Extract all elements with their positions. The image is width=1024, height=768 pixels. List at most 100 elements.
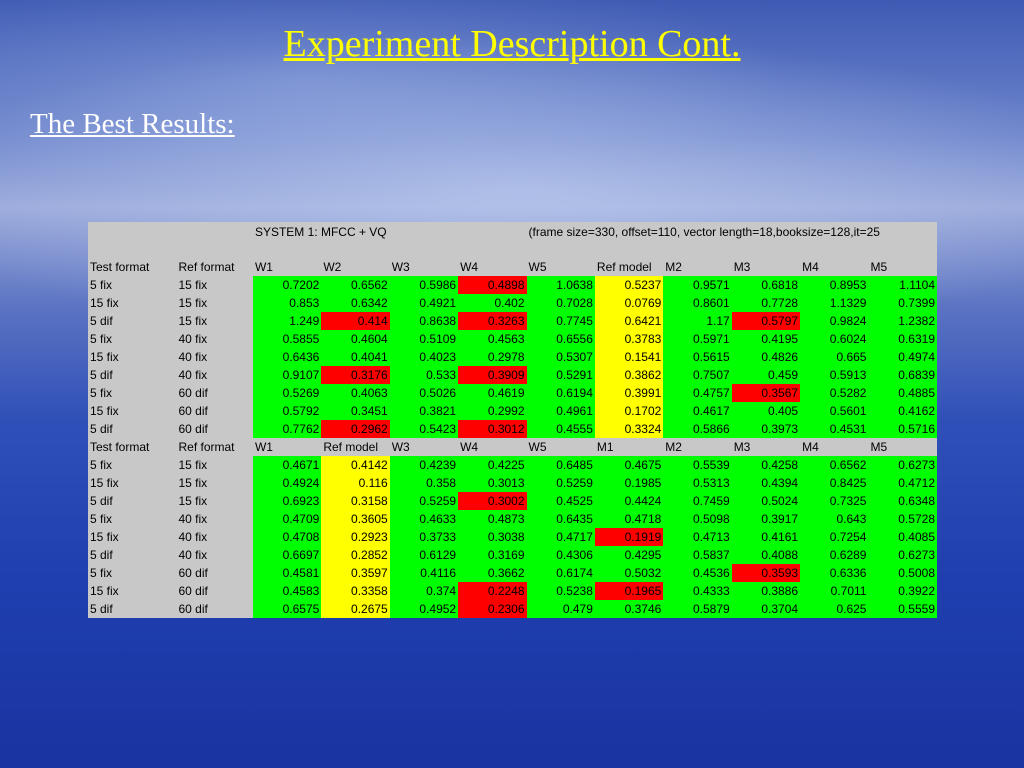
test-format-cell: 5 dif <box>88 366 177 384</box>
score-cell: 0.4306 <box>526 546 595 564</box>
column-header: W5 <box>526 258 595 276</box>
best-score-cell: 0.3567 <box>731 384 801 402</box>
score-cell: 0.405 <box>731 402 801 420</box>
score-cell: 0.4531 <box>800 420 869 438</box>
score-cell: 0.4633 <box>389 510 459 528</box>
score-cell: 0.5539 <box>663 456 732 474</box>
score-cell: 0.4088 <box>731 546 801 564</box>
reference-score-cell: 0.3991 <box>594 384 664 402</box>
score-cell: 0.4555 <box>526 420 595 438</box>
slide-subtitle: The Best Results: <box>30 108 235 140</box>
reference-score-cell: 0.3324 <box>594 420 664 438</box>
best-score-cell: 0.3176 <box>321 366 390 384</box>
table-row: 15 fix 60 dif 0.5792 0.3451 0.3821 0.2992 0.49… <box>88 402 937 420</box>
score-cell: 0.4394 <box>731 474 801 492</box>
score-cell: 0.4826 <box>731 348 801 366</box>
column-header: M3 <box>731 258 801 276</box>
table-row: 5 dif 40 fix 0.9107 0.3176 0.533 0.3909 0.5291… <box>88 366 937 384</box>
test-format-cell: 15 fix <box>88 474 177 492</box>
score-cell: 0.5615 <box>663 348 732 366</box>
ref-format-cell: 60 dif <box>176 420 253 438</box>
test-format-cell: 5 dif <box>88 546 177 564</box>
score-cell: 0.5728 <box>868 510 937 528</box>
score-cell: 0.1985 <box>594 474 664 492</box>
score-cell: 0.4162 <box>868 402 937 420</box>
score-cell: 0.5837 <box>663 546 732 564</box>
score-cell: 0.459 <box>731 366 801 384</box>
reference-score-cell: 0.2852 <box>321 546 390 564</box>
score-cell: 0.4604 <box>321 330 390 348</box>
score-cell: 0.6818 <box>731 276 801 294</box>
score-cell: 0.5716 <box>868 420 937 438</box>
spacer-row <box>88 242 937 258</box>
reference-score-cell: 0.1702 <box>594 402 664 420</box>
test-format-cell: 15 fix <box>88 402 177 420</box>
best-score-cell: 0.1965 <box>594 582 664 600</box>
params-label: (frame size=330, offset=110, vector leng… <box>526 222 937 242</box>
score-cell: 0.5855 <box>252 330 322 348</box>
system-label: SYSTEM 1: MFCC + VQ <box>252 222 527 242</box>
reference-score-cell: 0.3597 <box>321 564 390 582</box>
test-format-cell: 5 fix <box>88 510 177 528</box>
score-cell: 0.665 <box>800 348 869 366</box>
score-cell: 0.4718 <box>594 510 664 528</box>
score-cell: 0.8953 <box>800 276 869 294</box>
score-cell: 0.6348 <box>868 492 937 510</box>
score-cell: 0.4258 <box>731 456 801 474</box>
table-row: 5 fix 40 fix 0.5855 0.4604 0.5109 0.4563 0.655… <box>88 330 937 348</box>
score-cell: 0.6273 <box>868 456 937 474</box>
score-cell: 0.7325 <box>800 492 869 510</box>
score-cell: 0.7254 <box>800 528 869 546</box>
column-header: W3 <box>389 258 459 276</box>
score-cell: 0.4712 <box>868 474 937 492</box>
score-cell: 0.4424 <box>594 492 664 510</box>
table-row: 15 fix 15 fix 0.4924 0.116 0.358 0.3013 0.5259… <box>88 474 937 492</box>
score-cell: 0.6556 <box>526 330 595 348</box>
score-cell: 0.3704 <box>731 600 801 618</box>
column-header: W4 <box>458 438 527 456</box>
score-cell: 0.5601 <box>800 402 869 420</box>
column-header: Test format <box>88 258 177 276</box>
test-format-cell: 5 fix <box>88 564 177 582</box>
test-format-cell: 5 dif <box>88 600 177 618</box>
score-cell: 0.4195 <box>731 330 801 348</box>
test-format-cell: 5 fix <box>88 330 177 348</box>
score-cell: 0.6129 <box>389 546 459 564</box>
score-cell: 0.6289 <box>800 546 869 564</box>
score-cell: 0.6562 <box>321 276 390 294</box>
slide-title: Experiment Description Cont. <box>283 23 741 65</box>
score-cell: 0.5282 <box>800 384 869 402</box>
ref-format-cell: 40 fix <box>176 528 253 546</box>
score-cell: 0.6436 <box>252 348 322 366</box>
column-header: M5 <box>868 258 937 276</box>
score-cell: 0.3038 <box>458 528 527 546</box>
score-cell: 0.6485 <box>526 456 595 474</box>
score-cell: 0.6562 <box>800 456 869 474</box>
score-cell: 0.4961 <box>526 402 595 420</box>
test-format-cell: 5 dif <box>88 312 177 330</box>
table-row: 5 fix 15 fix 0.4671 0.4142 0.4239 0.4225 0.648… <box>88 456 937 474</box>
score-cell: 0.7507 <box>663 366 732 384</box>
score-cell: 0.643 <box>800 510 869 528</box>
column-header: W1 <box>252 438 322 456</box>
column-header: M2 <box>663 258 732 276</box>
score-cell: 0.3746 <box>594 600 664 618</box>
score-cell: 0.4525 <box>526 492 595 510</box>
score-cell: 0.4295 <box>594 546 664 564</box>
score-cell: 0.6024 <box>800 330 869 348</box>
score-cell: 0.4757 <box>663 384 732 402</box>
score-cell: 0.6923 <box>252 492 322 510</box>
score-cell: 0.6839 <box>868 366 937 384</box>
best-score-cell: 0.3002 <box>458 492 527 510</box>
score-cell: 0.5024 <box>731 492 801 510</box>
column-header: M3 <box>731 438 801 456</box>
table-row: 5 dif 15 fix 0.6923 0.3158 0.5259 0.3002 0.452… <box>88 492 937 510</box>
table-row: 5 dif 60 dif 0.7762 0.2962 0.5423 0.3012 0.455… <box>88 420 937 438</box>
test-format-cell: 15 fix <box>88 294 177 312</box>
ref-format-cell: 40 fix <box>176 348 253 366</box>
score-cell: 0.5792 <box>252 402 322 420</box>
score-cell: 0.4563 <box>458 330 527 348</box>
reference-score-cell: 0.3783 <box>594 330 664 348</box>
score-cell: 0.358 <box>389 474 459 492</box>
score-cell: 0.4675 <box>594 456 664 474</box>
